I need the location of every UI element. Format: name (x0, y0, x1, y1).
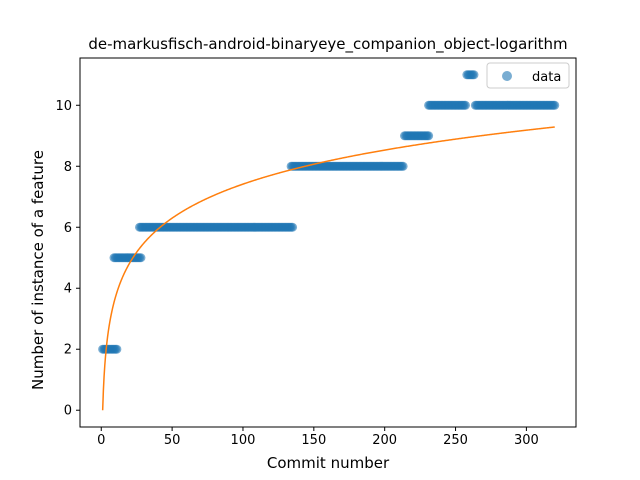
data-point (460, 100, 470, 110)
fit-line (101, 126, 555, 411)
axes: 0 50 100 150 200 250 300 0 2 4 6 8 10 (55, 57, 577, 448)
data-point (288, 222, 298, 232)
y-tick-label: 10 (55, 99, 72, 114)
y-tick-label: 0 (64, 404, 72, 419)
y-tick-label: 4 (64, 282, 72, 297)
x-tick-label: 300 (514, 433, 539, 448)
legend-box (486, 62, 570, 89)
data-point (424, 131, 434, 141)
x-tick-label: 50 (164, 433, 181, 448)
data-point (469, 70, 479, 80)
y-tick-label: 2 (64, 343, 72, 358)
legend-marker (502, 71, 512, 81)
x-tick-label: 250 (443, 433, 468, 448)
x-tick-label: 150 (301, 433, 326, 448)
data-point (136, 253, 146, 263)
x-tick-label: 0 (97, 433, 105, 448)
chart-title: de-markusfisch-android-binaryeye_compani… (88, 35, 567, 54)
y-tick-label: 8 (64, 160, 72, 175)
data-point (398, 161, 408, 171)
x-tick-label: 200 (372, 433, 397, 448)
x-tick-label: 100 (231, 433, 256, 448)
legend: data (486, 62, 570, 89)
y-axis-label: Number of instance of a feature (29, 150, 47, 390)
y-tick-label: 6 (64, 221, 72, 236)
legend-label-data: data (532, 70, 561, 85)
plot-area (98, 70, 560, 411)
data-point (550, 100, 560, 110)
axes-frame (79, 57, 577, 428)
x-axis-label: Commit number (267, 454, 390, 472)
data-point (112, 344, 122, 354)
